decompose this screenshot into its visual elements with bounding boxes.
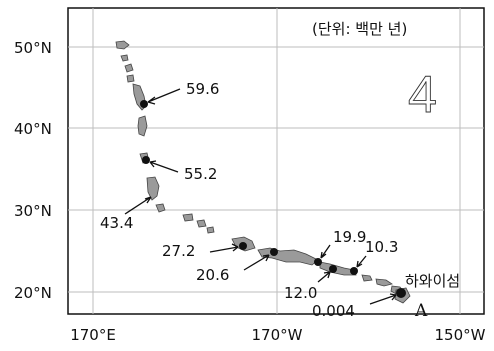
lon-tick-170w: 170°W xyxy=(252,326,303,344)
hawaii-island-label: 하와이섬 xyxy=(405,272,460,290)
point-a-label: A xyxy=(414,301,428,321)
lon-tick-170e: 170°E xyxy=(70,326,116,344)
island-segment xyxy=(319,261,357,276)
arrow-12-0 xyxy=(317,271,331,283)
island-segment xyxy=(126,74,135,83)
age-point-20-6 xyxy=(270,248,278,256)
arrow-19-9 xyxy=(320,244,331,259)
age-label-59-6: 59.6 xyxy=(186,80,219,98)
arrow-27-2 xyxy=(209,243,239,253)
arrow-55-2 xyxy=(149,160,179,173)
age-label-43-4: 43.4 xyxy=(100,214,133,232)
island-segment xyxy=(182,213,194,222)
map-frame xyxy=(67,7,485,315)
arrow-59-6 xyxy=(147,88,181,105)
panel-number: 4 xyxy=(408,66,437,124)
lat-tick-50: 50°N xyxy=(14,39,52,57)
age-point-59-6 xyxy=(140,100,148,108)
lat-tick-20: 20°N xyxy=(14,284,52,302)
lon-tick-150w: 150°W xyxy=(435,326,486,344)
age-point-19-9 xyxy=(314,258,322,266)
age-label-12-0: 12.0 xyxy=(284,284,317,302)
age-point-10-3 xyxy=(350,267,358,275)
island-segment xyxy=(361,274,373,282)
leader-arrows xyxy=(124,88,397,305)
island-segment xyxy=(120,54,129,62)
arrow-0-004 xyxy=(369,293,397,305)
age-label-55-2: 55.2 xyxy=(184,165,217,183)
island-segment xyxy=(155,203,166,213)
age-point-a xyxy=(396,288,406,298)
age-point-12-0 xyxy=(329,265,337,273)
lat-tick-30: 30°N xyxy=(14,202,52,220)
island-segment xyxy=(137,115,148,137)
lat-tick-40: 40°N xyxy=(14,120,52,138)
arrow-10-3 xyxy=(356,255,367,268)
unit-label: (단위: 백만 년) xyxy=(312,20,407,38)
island-segment xyxy=(146,176,160,201)
arrow-43-4 xyxy=(124,196,152,215)
island-segment xyxy=(375,278,393,287)
arrow-20-6 xyxy=(243,254,270,271)
age-label-10-3: 10.3 xyxy=(365,238,398,256)
age-label-19-9: 19.9 xyxy=(333,228,366,246)
age-label-20-6: 20.6 xyxy=(196,266,229,284)
island-segment xyxy=(196,219,207,228)
island-segment xyxy=(115,40,130,50)
age-label-0-004: 0.004 xyxy=(312,302,355,320)
age-point-27-2 xyxy=(239,242,247,250)
island-segment xyxy=(124,63,134,73)
age-label-27-2: 27.2 xyxy=(162,242,195,260)
island-chain xyxy=(115,40,411,304)
island-segment xyxy=(206,226,215,234)
age-point-55-2 xyxy=(142,156,150,164)
